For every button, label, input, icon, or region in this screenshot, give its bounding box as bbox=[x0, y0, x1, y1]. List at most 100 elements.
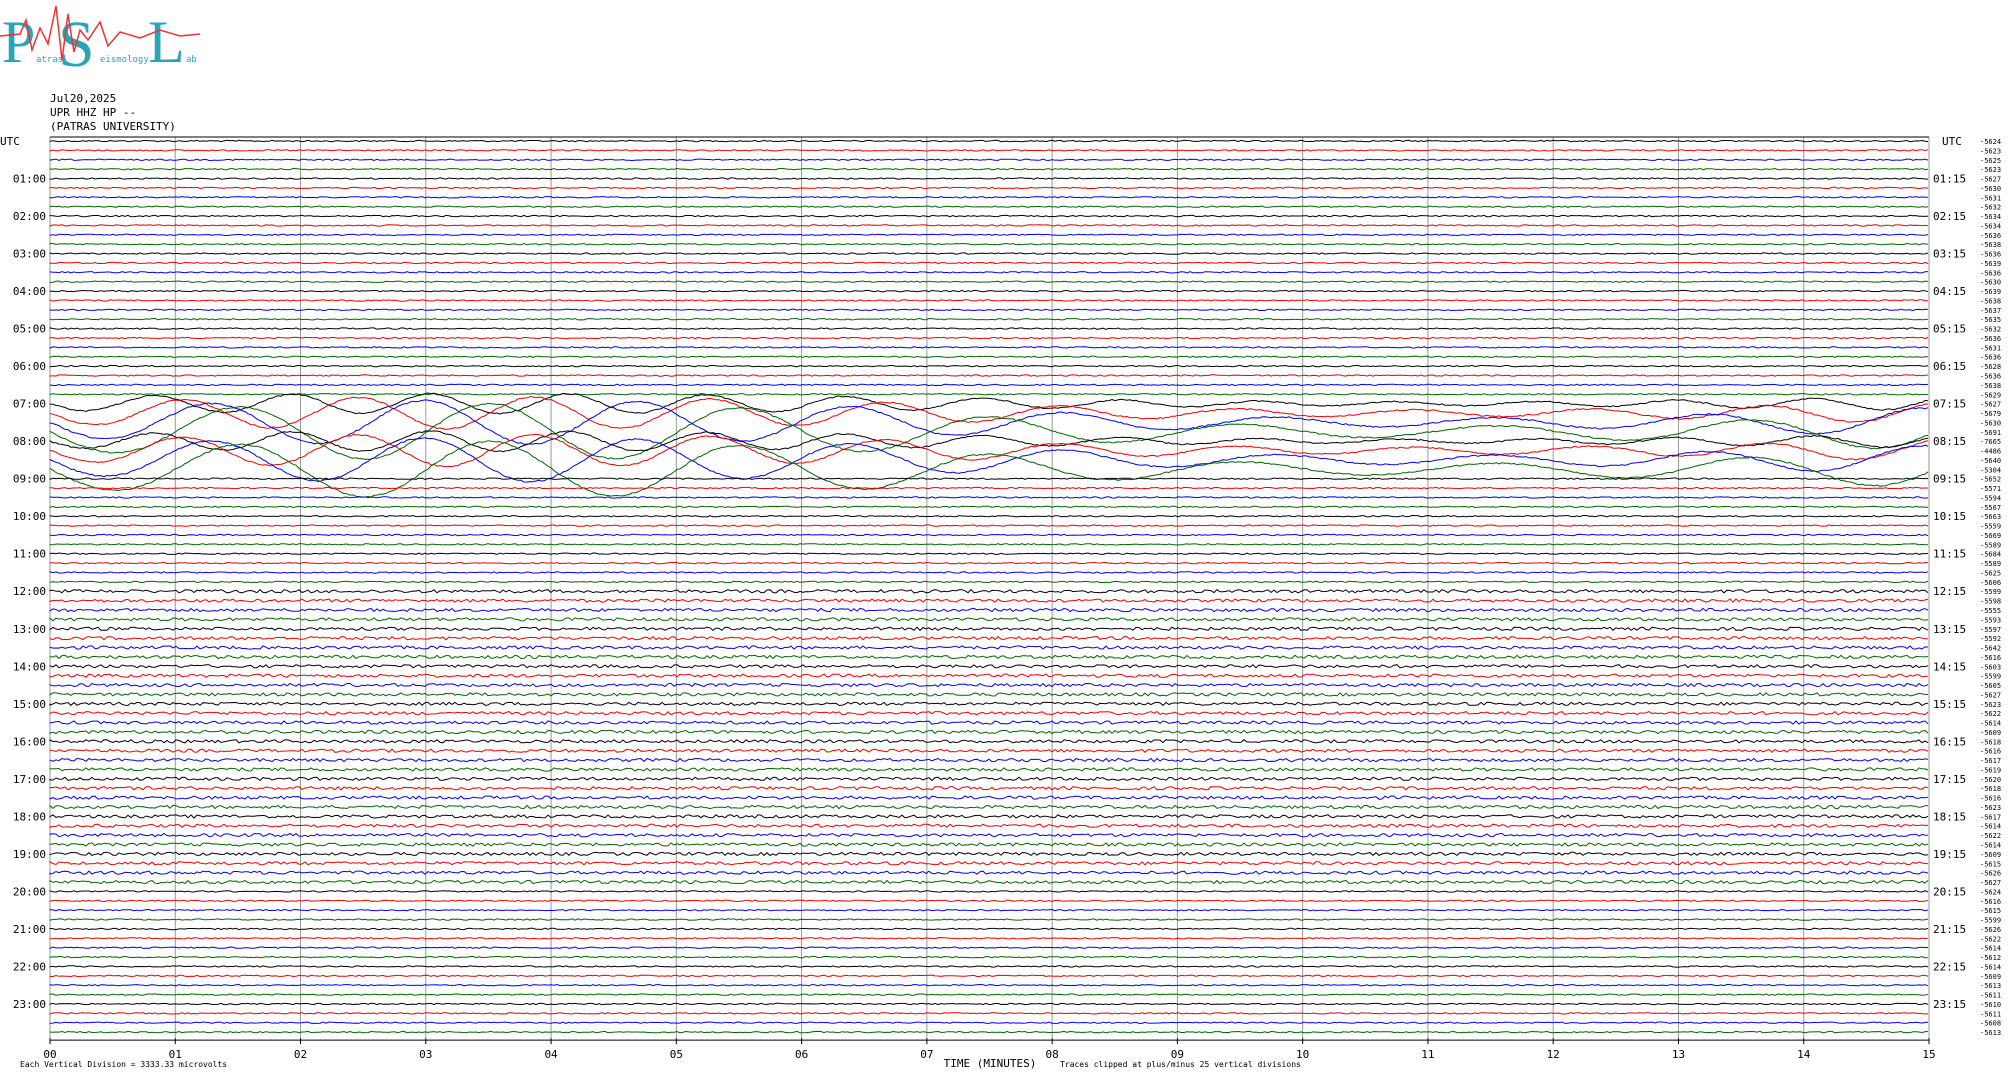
trace-offset: -5638 bbox=[1980, 382, 2001, 390]
trace bbox=[49, 626, 1929, 632]
trace-offset: -5617 bbox=[1980, 757, 2001, 765]
institution: (PATRAS UNIVERSITY) bbox=[50, 120, 176, 133]
hour-label-left: 16:00 bbox=[13, 735, 46, 748]
hour-label-right: 11:15 bbox=[1933, 548, 1966, 561]
logo-word: eismology bbox=[100, 55, 149, 65]
trace bbox=[49, 664, 1929, 669]
trace-offset: -5616 bbox=[1980, 748, 2001, 756]
trace bbox=[49, 289, 1929, 293]
x-tick-label: 00 bbox=[43, 1048, 56, 1061]
trace bbox=[49, 402, 1929, 460]
trace bbox=[49, 635, 1929, 641]
trace-offset: -5598 bbox=[1980, 598, 2001, 606]
trace-offset: -5636 bbox=[1980, 269, 2001, 277]
trace-offset: -5626 bbox=[1980, 926, 2001, 934]
trace bbox=[49, 1002, 1929, 1006]
trace-offset: -5614 bbox=[1980, 842, 2001, 850]
hour-label-left: 14:00 bbox=[13, 660, 46, 673]
trace-offset: -5639 bbox=[1980, 260, 2001, 268]
trace bbox=[49, 710, 1929, 716]
trace bbox=[49, 355, 1929, 359]
trace bbox=[49, 738, 1929, 744]
trace bbox=[49, 214, 1929, 218]
x-tick-label: 05 bbox=[670, 1048, 683, 1061]
trace-offset: -5617 bbox=[1980, 813, 2001, 821]
trace bbox=[49, 785, 1929, 791]
trace-offset: -5634 bbox=[1980, 222, 2001, 230]
trace bbox=[49, 196, 1929, 199]
trace bbox=[49, 879, 1929, 885]
hour-label-right: 20:15 bbox=[1933, 885, 1966, 898]
trace-offset: -5593 bbox=[1980, 616, 2001, 624]
trace-offset: -5623 bbox=[1980, 701, 2001, 709]
clip-note: Traces clipped at plus/minus 25 vertical… bbox=[1060, 1060, 1301, 1069]
trace-offset: -5635 bbox=[1980, 316, 2001, 324]
trace bbox=[49, 399, 1929, 445]
trace bbox=[49, 496, 1929, 499]
trace-offset: -5592 bbox=[1980, 635, 2001, 643]
trace bbox=[49, 682, 1929, 688]
trace-offset: -5626 bbox=[1980, 870, 2001, 878]
hour-label-right: 14:15 bbox=[1933, 660, 1966, 673]
trace-offset: -5615 bbox=[1980, 860, 2001, 868]
trace bbox=[49, 233, 1929, 237]
trace-offset: -5611 bbox=[1980, 992, 2001, 1000]
hour-label-left: 20:00 bbox=[13, 885, 46, 898]
utc-left: UTC bbox=[0, 135, 20, 148]
hour-label-right: 10:15 bbox=[1933, 510, 1966, 523]
trace-offset: -5614 bbox=[1980, 823, 2001, 831]
hour-label-left: 10:00 bbox=[13, 510, 46, 523]
trace bbox=[49, 955, 1928, 959]
trace bbox=[49, 280, 1929, 283]
x-tick-label: 10 bbox=[1296, 1048, 1309, 1061]
trace-offset: -5559 bbox=[1980, 523, 2001, 531]
trace bbox=[49, 149, 1929, 152]
trace-offset: -5636 bbox=[1980, 232, 2001, 240]
hour-label-left: 17:00 bbox=[13, 773, 46, 786]
trace-offset: -5627 bbox=[1980, 401, 2001, 409]
trace-offset: -5618 bbox=[1980, 785, 2001, 793]
trace bbox=[49, 729, 1929, 735]
trace-offset: -5609 bbox=[1980, 851, 2001, 859]
x-tick-label: 03 bbox=[419, 1048, 432, 1061]
trace bbox=[49, 720, 1929, 725]
trace bbox=[49, 617, 1929, 622]
trace-offset: -5613 bbox=[1980, 1029, 2001, 1037]
trace bbox=[49, 505, 1929, 509]
hour-label-right: 09:15 bbox=[1933, 473, 1966, 486]
trace-offset: -5622 bbox=[1980, 832, 2001, 840]
hour-label-right: 17:15 bbox=[1933, 773, 1966, 786]
trace-offset: -5642 bbox=[1980, 645, 2001, 653]
trace-offset: -5618 bbox=[1980, 738, 2001, 746]
trace-offset: -5625 bbox=[1980, 569, 2001, 577]
hour-label-right: 22:15 bbox=[1933, 960, 1966, 973]
trace bbox=[49, 974, 1929, 978]
hour-label-left: 04:00 bbox=[13, 285, 46, 298]
trace bbox=[49, 524, 1929, 527]
hour-label-left: 19:00 bbox=[13, 848, 46, 861]
trace bbox=[49, 186, 1929, 190]
trace bbox=[49, 983, 1929, 987]
x-tick-label: 14 bbox=[1797, 1048, 1811, 1061]
hour-label-right: 04:15 bbox=[1933, 285, 1966, 298]
trace bbox=[49, 437, 1929, 483]
trace bbox=[49, 299, 1928, 302]
trace-offset: -5625 bbox=[1980, 157, 2001, 165]
trace bbox=[49, 1012, 1929, 1015]
x-tick-label: 01 bbox=[169, 1048, 182, 1061]
hour-label-right: 16:15 bbox=[1933, 735, 1966, 748]
trace-offset: -5622 bbox=[1980, 710, 2001, 718]
trace-offset: -5638 bbox=[1980, 241, 2001, 249]
trace-offset: -5637 bbox=[1980, 307, 2001, 315]
trace bbox=[49, 823, 1929, 828]
trace-offset: -5616 bbox=[1980, 898, 2001, 906]
hour-label-left: 09:00 bbox=[13, 473, 46, 486]
hour-label-left: 13:00 bbox=[13, 623, 46, 636]
hour-label-left: 22:00 bbox=[13, 960, 46, 973]
trace-offset: -5631 bbox=[1980, 344, 2001, 352]
trace-offset: -5613 bbox=[1980, 982, 2001, 990]
trace bbox=[49, 205, 1929, 208]
trace-offset: -5610 bbox=[1980, 1001, 2001, 1009]
